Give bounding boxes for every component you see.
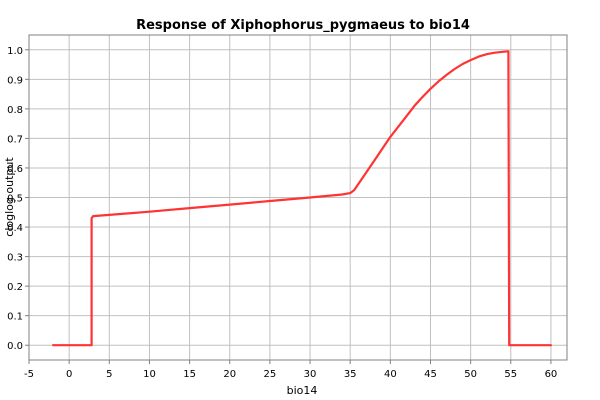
plot-frame [28,34,568,361]
x-axis-label: bio14 [287,384,318,397]
y-axis-label: cloglog output [3,157,16,237]
x-tick-label: 20 [223,369,236,380]
x-tick-label: 30 [304,369,317,380]
y-tick-label: 1.0 [7,46,23,57]
series-group [51,50,553,347]
x-tick-label: 0 [66,369,72,380]
series-line [51,50,553,347]
y-tick-label: 0.4 [7,223,23,234]
x-tick-label: 10 [143,369,156,380]
y-tick-label: 0.7 [7,134,23,145]
axis-ticks [25,49,552,364]
x-tick-label: -5 [24,369,34,380]
x-tick-label: 55 [504,369,517,380]
x-tick-label: 15 [183,369,196,380]
x-tick-label: 45 [424,369,437,380]
chart-title: Response of Xiphophorus_pygmaeus to bio1… [136,18,470,33]
x-tick-label: 60 [545,369,558,380]
x-tick-label: 50 [464,369,477,380]
y-tick-label: 0.8 [7,105,23,116]
y-tick-label: 0.0 [7,341,23,352]
y-tick-label: 0.3 [7,253,23,264]
x-tick-label: 35 [344,369,357,380]
grid-lines [28,35,567,360]
y-tick-label: 0.1 [7,312,23,323]
x-tick-label: 40 [384,369,397,380]
y-tick-label: 0.6 [7,164,23,175]
x-tick-label: 5 [106,369,112,380]
y-tick-label: 0.5 [7,194,23,205]
x-tick-label: 25 [264,369,277,380]
y-tick-label: 0.9 [7,75,23,86]
y-tick-label: 0.2 [7,282,23,293]
